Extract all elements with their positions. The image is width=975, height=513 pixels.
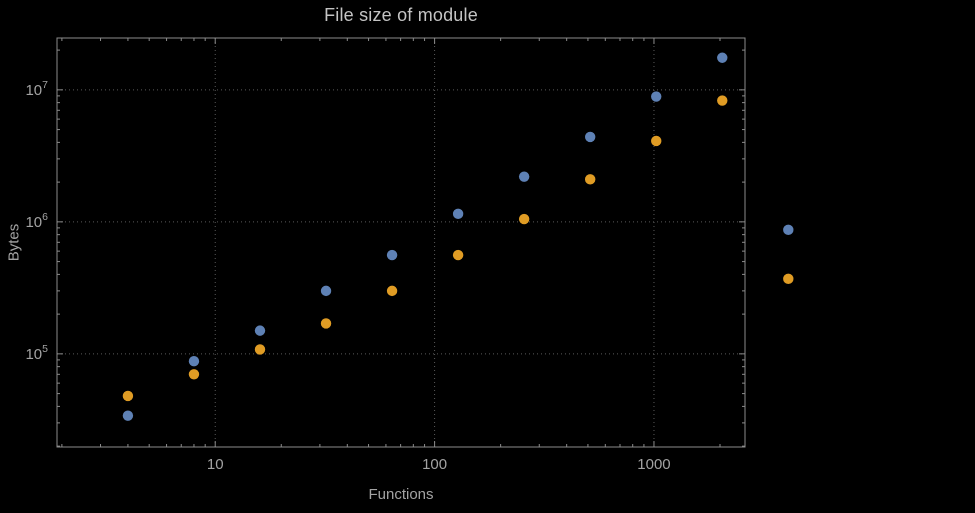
data-point xyxy=(452,208,464,220)
data-point xyxy=(651,91,662,102)
data-point xyxy=(188,369,200,380)
data-point xyxy=(122,390,134,402)
gridlines xyxy=(57,38,745,447)
x-tick-label: 10 xyxy=(207,456,224,473)
y-tick-label: 107 xyxy=(25,79,48,99)
x-axis-label: Functions xyxy=(368,486,434,503)
data-point xyxy=(783,224,794,236)
data-point xyxy=(254,344,266,355)
data-point xyxy=(783,273,794,285)
ticks xyxy=(57,38,745,447)
data-point xyxy=(254,325,266,336)
y-axis-label: Bytes xyxy=(5,223,23,262)
data-point xyxy=(584,174,596,185)
y-axis-label-wrap: Bytes xyxy=(0,38,28,447)
data-point xyxy=(122,410,134,421)
x-tick-label: 100 xyxy=(422,456,447,473)
x-tick-label: 1000 xyxy=(637,456,670,473)
data-point xyxy=(320,318,332,329)
y-tick-label: 105 xyxy=(25,343,48,363)
data-point xyxy=(386,285,398,297)
data-point xyxy=(717,95,728,106)
series-blue-points xyxy=(122,52,794,421)
data-point xyxy=(386,249,398,261)
chart-title: File size of module xyxy=(324,5,478,25)
series-orange-points xyxy=(122,95,794,402)
plot-frame xyxy=(56,37,746,448)
data-point xyxy=(651,135,662,147)
data-point xyxy=(452,249,464,261)
data-point xyxy=(320,285,332,297)
data-point xyxy=(717,52,728,63)
data-point xyxy=(518,213,530,225)
data-point xyxy=(518,171,530,182)
y-tick-labels: 105 106 107 xyxy=(25,79,48,363)
data-point xyxy=(584,131,596,143)
data-point xyxy=(188,355,200,367)
y-tick-label: 106 xyxy=(25,211,48,231)
x-tick-labels: 10 100 1000 xyxy=(207,456,671,473)
